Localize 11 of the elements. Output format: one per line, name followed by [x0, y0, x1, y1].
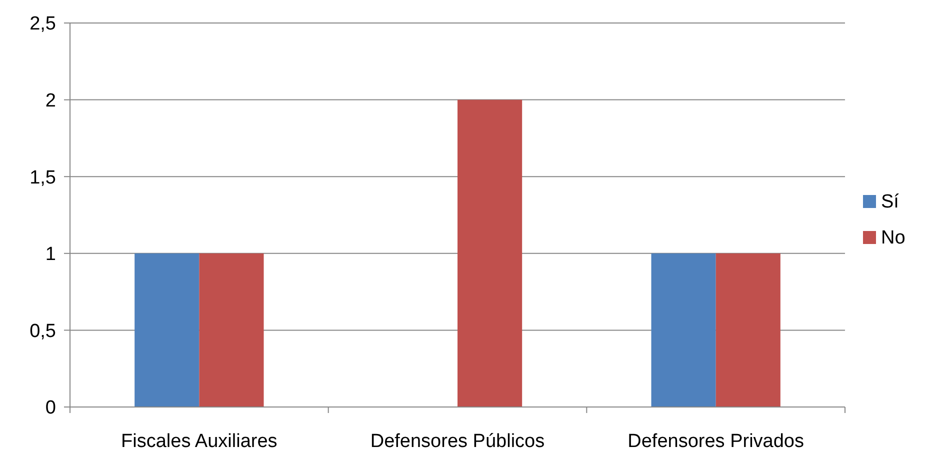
legend-label: Sí — [881, 192, 900, 213]
y-tick-label: 1 — [45, 244, 56, 266]
y-tick-label: 0 — [45, 398, 56, 419]
legend-label: No — [881, 228, 906, 249]
x-tick-label: Defensores Públicos — [370, 431, 545, 452]
y-tick-label: 0,5 — [30, 320, 56, 342]
y-tick-label: 2,5 — [30, 14, 56, 35]
y-tick-label: 1,5 — [30, 167, 56, 188]
y-tick-label: 2 — [45, 90, 56, 112]
x-tick-label: Fiscales Auxiliares — [121, 431, 278, 452]
x-tick-label: Defensores Privados — [628, 431, 804, 452]
